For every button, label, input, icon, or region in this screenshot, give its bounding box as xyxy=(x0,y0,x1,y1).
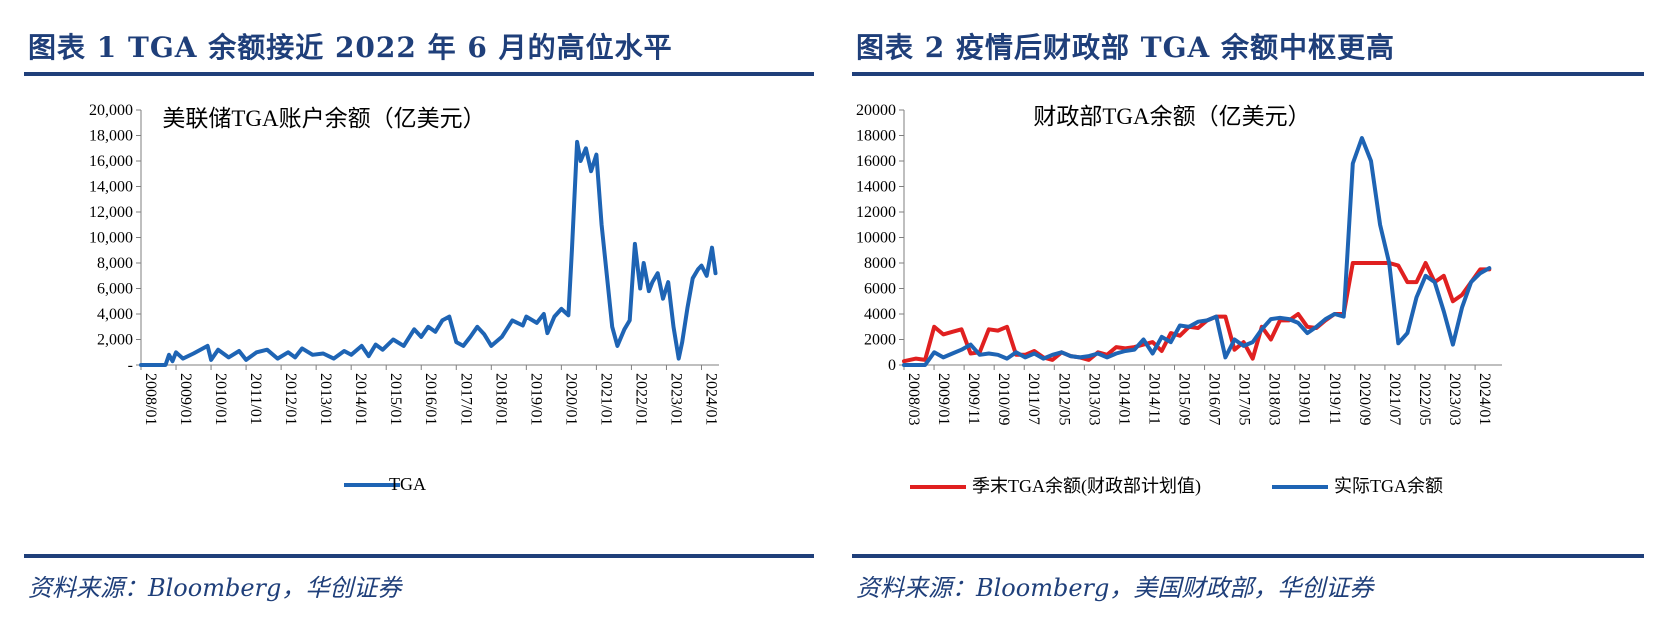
x-tick-label: 2010/01 xyxy=(212,373,229,425)
x-tick-label: 2024/01 xyxy=(702,373,719,425)
x-tick-label: 2015/09 xyxy=(1176,373,1193,425)
y-tick-label: 6,000 xyxy=(97,281,133,298)
x-tick-label: 2020/01 xyxy=(562,373,579,425)
x-tick-label: 2012/05 xyxy=(1055,373,1072,425)
y-tick-label: 6000 xyxy=(864,281,896,298)
y-tick-label: 4,000 xyxy=(97,306,133,323)
figure-panel-2: 图表 2 疫情后财政部 TGA 余额中枢更高 0 2000 4000 6000 8000… xyxy=(852,0,1644,627)
x-tick-label: 2011/01 xyxy=(247,373,264,425)
y-tick-label: 16,000 xyxy=(89,153,133,170)
x-tick-label: 2017/01 xyxy=(457,373,474,425)
source-rule xyxy=(24,554,814,558)
y-tick-label: - xyxy=(128,357,133,374)
x-tick-label: 2022/01 xyxy=(632,373,649,425)
x-tick-label: 2010/09 xyxy=(995,373,1012,425)
tga-treasury-chart: 0 2000 4000 6000 8000 10000 12000 14000 16000 180… xyxy=(856,102,1502,497)
x-tick-label: 2024/01 xyxy=(1476,373,1493,425)
x-tick-label: 2018/03 xyxy=(1266,373,1283,425)
legend-label: 季末TGA余额(财政部计划值) xyxy=(972,476,1201,497)
figure-panel-1: 图表 1 TGA 余额接近 2022 年 6 月的高位水平 - 2,000 4,00… xyxy=(24,0,814,627)
x-tick-label: 2009/01 xyxy=(177,373,194,425)
x-tick-label: 2018/01 xyxy=(492,373,509,425)
y-tick-label: 12,000 xyxy=(89,204,133,221)
x-tick-label: 2019/11 xyxy=(1326,373,1343,425)
source-note: 资料来源：Bloomberg，华创证券 xyxy=(28,574,402,602)
x-tick-label: 2022/05 xyxy=(1416,373,1433,425)
y-tick-label: 8,000 xyxy=(97,255,133,272)
chart-title: 财政部TGA余额（亿美元） xyxy=(1033,104,1310,129)
y-tick-label: 18000 xyxy=(856,128,896,145)
legend-label: 实际TGA余额 xyxy=(1334,476,1443,496)
x-tick-label: 2016/07 xyxy=(1206,373,1223,425)
x-tick-label: 2014/01 xyxy=(352,373,369,425)
y-tick-label: 2,000 xyxy=(97,332,133,349)
y-tick-label: 20,000 xyxy=(89,102,133,119)
series-line-1 xyxy=(902,261,1492,364)
x-tick-label: 2023/03 xyxy=(1446,373,1463,425)
y-tick-label: 8000 xyxy=(864,255,896,272)
x-tick-label: 2019/01 xyxy=(1296,373,1313,425)
y-tick-label: 0 xyxy=(888,357,896,374)
x-tick-label: 2009/01 xyxy=(935,373,952,425)
x-tick-label: 2014/11 xyxy=(1145,373,1162,425)
y-tick-label: 14,000 xyxy=(89,179,133,196)
x-tick-label: 2011/07 xyxy=(1025,373,1042,425)
x-tick-label: 2021/07 xyxy=(1386,373,1403,425)
x-tick-label: 2023/01 xyxy=(667,373,684,425)
x-tick-label: 2021/01 xyxy=(597,373,614,425)
chart-title: 美联储TGA账户余额（亿美元） xyxy=(162,106,485,131)
x-tick-label: 2012/01 xyxy=(282,373,299,425)
y-tick-label: 12000 xyxy=(856,204,896,221)
y-tick-label: 18,000 xyxy=(89,128,133,145)
y-tick-label: 14000 xyxy=(856,179,896,196)
x-tick-label: 2014/01 xyxy=(1115,373,1132,425)
title-rule xyxy=(24,72,814,76)
series-line-2 xyxy=(902,136,1492,367)
x-tick-label: 2016/01 xyxy=(422,373,439,425)
x-tick-label: 2008/03 xyxy=(905,373,922,425)
y-tick-label: 10,000 xyxy=(89,230,133,247)
series-line-1 xyxy=(139,139,718,367)
figure-title: 图表 1 TGA 余额接近 2022 年 6 月的高位水平 xyxy=(28,31,673,64)
y-tick-label: 10000 xyxy=(856,230,896,247)
source-rule xyxy=(852,554,1644,558)
source-note: 资料来源：Bloomberg，美国财政部，华创证券 xyxy=(856,574,1374,602)
figure-title: 图表 2 疫情后财政部 TGA 余额中枢更高 xyxy=(856,31,1395,64)
title-rule xyxy=(852,72,1644,76)
y-tick-label: 4000 xyxy=(864,306,896,323)
x-tick-label: 2020/09 xyxy=(1356,373,1373,425)
y-tick-label: 2000 xyxy=(864,332,896,349)
x-tick-label: 2008/01 xyxy=(142,373,159,425)
legend-label: TGA xyxy=(389,474,426,494)
x-tick-label: 2009/11 xyxy=(965,373,982,425)
y-tick-label: 20000 xyxy=(856,102,896,119)
x-tick-label: 2015/01 xyxy=(387,373,404,425)
tga-fed-chart: - 2,000 4,000 6,000 8,000 10,000 12,000 14,000 1… xyxy=(89,102,719,494)
x-tick-label: 2013/01 xyxy=(317,373,334,425)
x-tick-label: 2017/05 xyxy=(1236,373,1253,425)
x-tick-label: 2013/03 xyxy=(1085,373,1102,425)
y-tick-label: 16000 xyxy=(856,153,896,170)
x-tick-label: 2019/01 xyxy=(527,373,544,425)
